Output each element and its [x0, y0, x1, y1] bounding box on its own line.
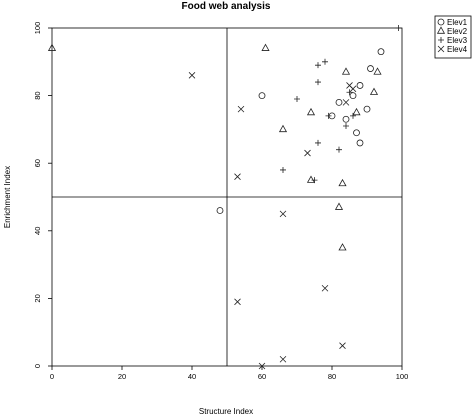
data-point-cross — [321, 284, 329, 292]
y-tick-label: 100 — [33, 22, 42, 35]
x-tick-label: 40 — [188, 372, 196, 381]
data-point-cross — [349, 85, 357, 93]
axes: 0 20 40 60 80 100 0 20 40 60 80 100 — [33, 22, 408, 381]
data-point-triangle — [338, 243, 347, 251]
data-point-circle — [335, 98, 343, 106]
data-point-plus — [311, 177, 318, 184]
data-point-plus — [315, 62, 321, 69]
data-point-circle — [356, 139, 364, 147]
x-tick-label: 100 — [396, 372, 409, 381]
data-point-plus — [346, 89, 353, 96]
legend-label: Elev1 — [447, 18, 468, 27]
data-point-circle — [377, 48, 385, 56]
y-tick-label: 80 — [33, 91, 42, 99]
y-tick-label: 20 — [33, 294, 42, 302]
x-tick-label: 20 — [118, 372, 126, 381]
y-tick-label: 40 — [33, 227, 42, 235]
data-point-plus — [395, 25, 402, 31]
data-point-triangle — [306, 107, 316, 116]
data-point-circle — [216, 207, 224, 214]
data-point-plus — [315, 79, 321, 86]
data-point-cross — [342, 99, 350, 106]
y-tick-label: 0 — [33, 364, 42, 368]
legend-marker-cross — [437, 45, 445, 53]
data-point-triangle — [334, 202, 344, 210]
data-point-cross — [258, 362, 266, 370]
data-point-cross — [279, 210, 287, 218]
y-axis-label: Enrichment Index — [3, 166, 12, 228]
data-point-triangle — [341, 67, 351, 75]
legend-marker-plus — [438, 37, 444, 43]
data-point-plus — [322, 58, 328, 65]
legend-label: Elev3 — [447, 36, 468, 45]
legend-label: Elev2 — [447, 27, 468, 36]
data-point-cross — [234, 173, 241, 181]
chart-title: Food web analysis — [182, 1, 271, 12]
series-elev1 — [216, 48, 385, 214]
data-point-circle — [367, 65, 374, 72]
data-point-cross — [188, 72, 196, 79]
data-point-triangle — [338, 178, 347, 187]
x-tick-label: 0 — [50, 372, 54, 381]
data-point-cross — [237, 105, 245, 113]
data-point-triangle — [369, 87, 379, 95]
series-elev3 — [280, 25, 402, 184]
y-tick-label: 60 — [33, 159, 42, 167]
reference-lines — [52, 28, 402, 366]
data-point-circle — [258, 92, 266, 99]
data-point-cross — [234, 298, 241, 306]
data-point-triangle — [261, 43, 270, 51]
data-point-plus — [315, 139, 321, 146]
series-elev2 — [47, 43, 382, 251]
legend-label: Elev4 — [447, 45, 468, 54]
data-point-circle — [356, 82, 364, 89]
data-point-plus — [343, 123, 349, 130]
data-point-plus — [350, 112, 356, 119]
x-tick-label: 60 — [258, 372, 266, 381]
data-point-triangle — [306, 175, 316, 183]
data-point-circle — [353, 129, 360, 137]
data-point-cross — [279, 355, 287, 363]
data-points — [47, 25, 402, 370]
data-point-circle — [363, 105, 371, 113]
data-point-cross — [339, 342, 346, 350]
data-point-plus — [336, 146, 342, 153]
data-point-plus — [325, 112, 332, 119]
data-point-cross — [304, 149, 311, 157]
legend-marker-circle — [437, 18, 445, 26]
data-point-circle — [342, 115, 350, 123]
data-point-plus — [280, 166, 286, 173]
legend-box — [434, 15, 472, 59]
series-elev4 — [188, 72, 357, 370]
x-axis-label: Structure Index — [199, 407, 253, 416]
data-point-triangle — [47, 43, 57, 51]
data-point-plus — [294, 95, 300, 102]
data-point-circle — [349, 92, 357, 99]
legend-marker-triangle — [436, 26, 446, 34]
data-point-triangle — [278, 124, 288, 133]
data-point-triangle — [352, 107, 361, 116]
data-point-triangle — [373, 67, 382, 75]
x-tick-label: 80 — [328, 372, 336, 381]
